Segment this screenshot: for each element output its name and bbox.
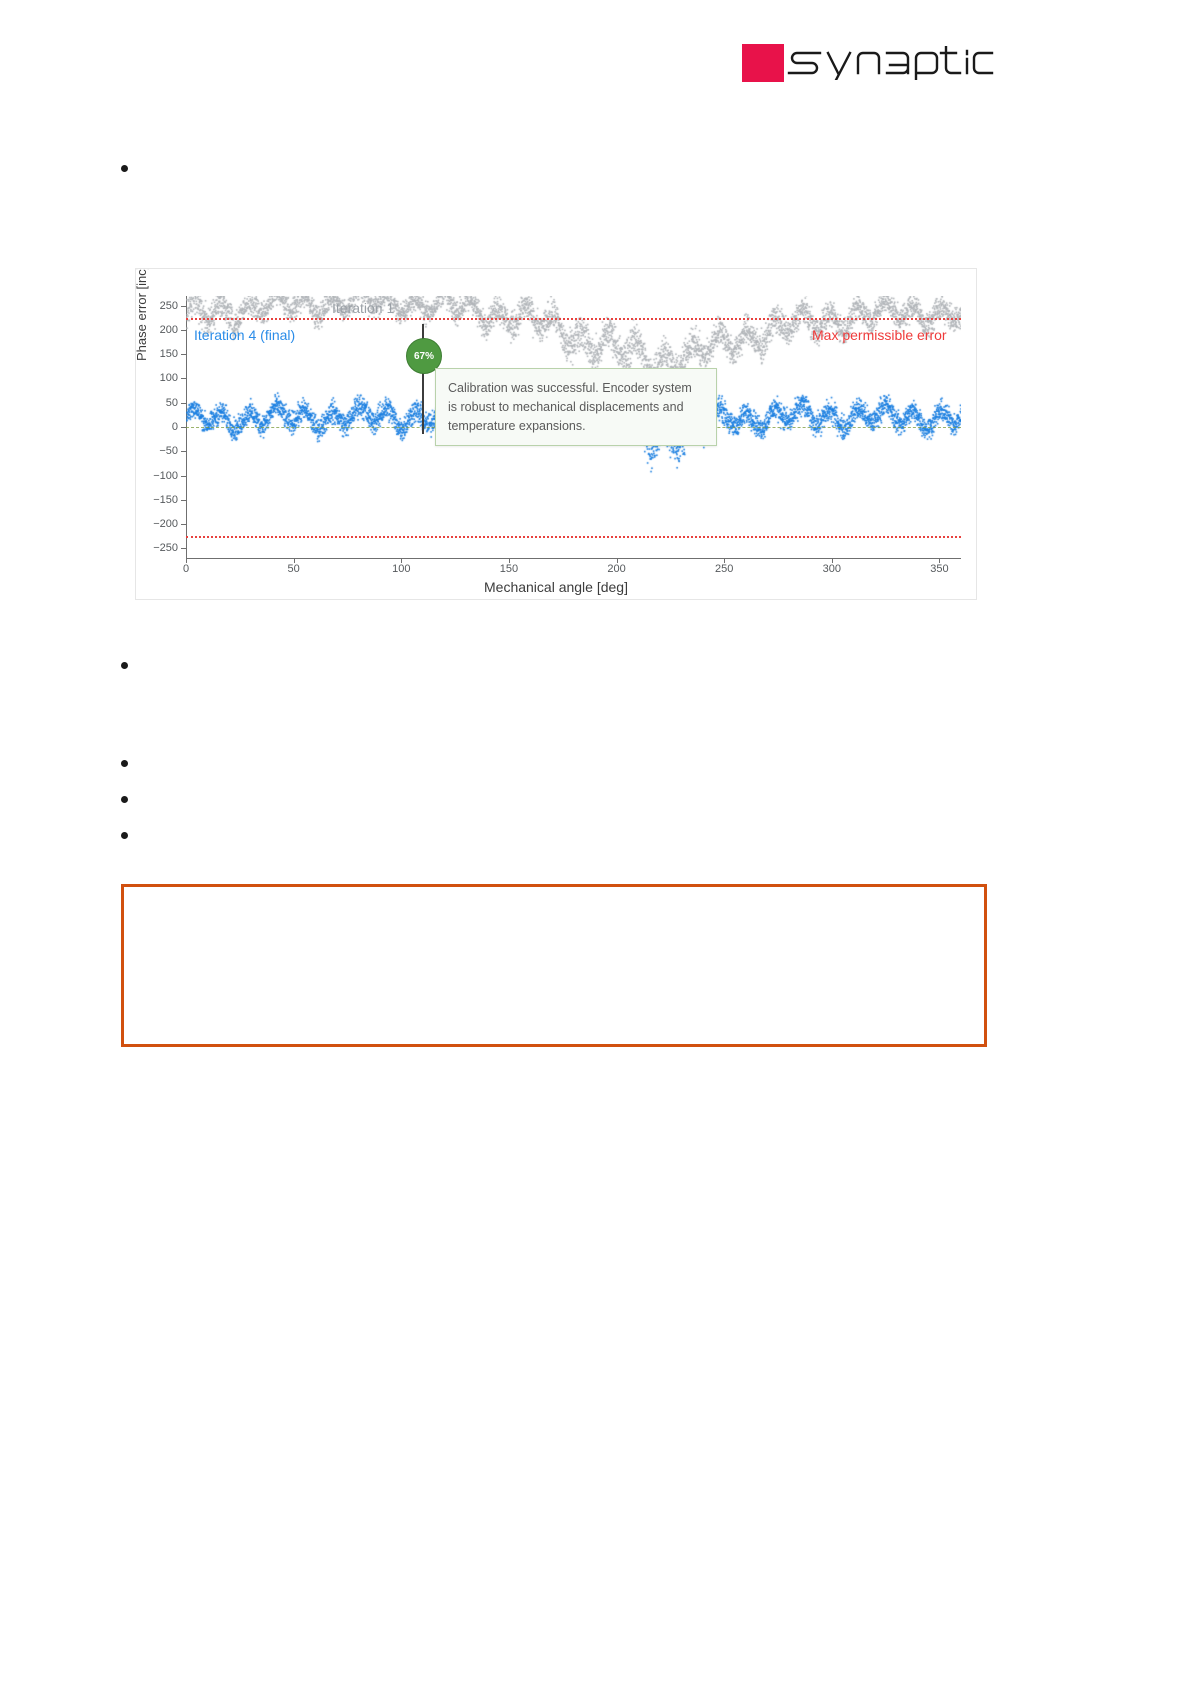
x-tick-mark: [401, 558, 403, 563]
y-tick-mark: [181, 499, 186, 501]
bullet-marker-5: [121, 832, 128, 839]
bullet-marker-1: [121, 165, 128, 172]
y-tick-label: −200: [153, 518, 178, 531]
tooltip-stem: [422, 324, 424, 434]
x-tick-label: 300: [822, 563, 842, 575]
iteration-1-label: Iteration 1: [332, 300, 395, 316]
warning-callout-box: [121, 884, 987, 1047]
y-tick-label: 0: [171, 421, 178, 433]
x-tick-label: 100: [392, 563, 411, 575]
tooltip-message: Calibration was successful. Encoder syst…: [435, 368, 717, 447]
x-tick-mark: [293, 558, 295, 563]
max-permissible-error-lower: [186, 536, 961, 539]
x-tick-label: 150: [499, 563, 519, 575]
y-tick-mark: [181, 451, 186, 453]
y-tick-label: −250: [153, 542, 178, 555]
bullet-marker-3: [121, 760, 128, 767]
x-axis-label: Mechanical angle [deg]: [484, 579, 628, 595]
x-tick-mark: [616, 558, 618, 563]
max-permissible-error-label: Max permissible error: [812, 327, 947, 343]
x-tick-label: 0: [182, 563, 190, 575]
iteration-4-label: Iteration 4 (final): [194, 327, 296, 343]
logo-square-icon: [742, 44, 784, 82]
x-tick-mark: [508, 558, 510, 563]
y-tick-label: 200: [159, 323, 178, 336]
y-tick-label: 50: [165, 396, 178, 409]
phase-error-chart: Phase error [inc] Mechanical angle [deg]…: [135, 268, 977, 600]
brand-logo: [742, 44, 996, 82]
x-tick-mark: [724, 558, 726, 563]
x-tick-mark: [939, 558, 941, 563]
y-tick-label: −100: [153, 469, 178, 482]
x-tick-label: 250: [715, 563, 734, 575]
x-tick-label: 350: [930, 563, 949, 575]
y-tick-label: 250: [159, 299, 178, 312]
x-tick-label: 50: [287, 563, 300, 575]
bullet-marker-4: [121, 796, 128, 803]
y-tick-mark: [181, 524, 186, 526]
y-tick-mark: [181, 354, 186, 356]
x-tick-label: 200: [607, 563, 626, 575]
y-tick-mark: [181, 427, 186, 428]
y-tick-label: −150: [153, 493, 178, 506]
y-tick-label: −50: [159, 445, 178, 458]
y-tick-mark: [181, 305, 186, 307]
y-axis-label: Phase error [inc]: [135, 268, 149, 361]
y-tick-label: 100: [159, 372, 178, 385]
x-tick-mark: [186, 558, 187, 563]
y-tick-mark: [181, 378, 186, 380]
y-tick-mark: [181, 402, 186, 404]
y-tick-label: 150: [159, 348, 178, 361]
x-tick-mark: [831, 558, 833, 563]
y-tick-mark: [181, 475, 186, 477]
x-axis-line: [186, 558, 961, 559]
y-tick-mark: [181, 548, 186, 550]
y-tick-mark: [181, 329, 186, 331]
bullet-marker-2: [121, 662, 128, 669]
max-permissible-error-upper: [186, 317, 961, 320]
logo-wordmark: [787, 46, 994, 80]
